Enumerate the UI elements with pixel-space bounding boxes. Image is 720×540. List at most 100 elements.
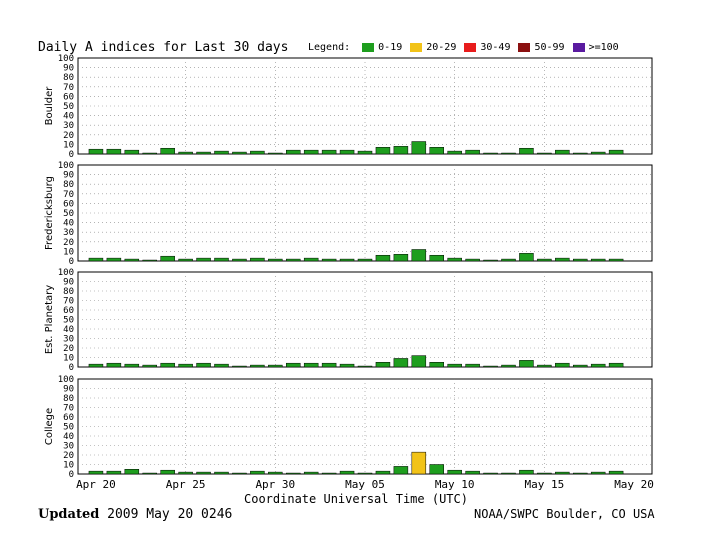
bar-may-04 [339,363,355,368]
bar-may-09 [429,147,444,155]
bar-may-08 [411,355,427,368]
bar-may-02 [303,471,319,475]
bar-may-11 [465,258,480,262]
legend-item-30-49: 30-49 [464,42,510,53]
y-tick-label: 50 [63,209,74,219]
legend: Legend: 0-19 20-29 30-49 50-99 >=100 [308,42,627,53]
bar-may-17 [573,472,588,475]
bar-apr-27 [214,150,229,155]
legend-item-label: 30-49 [480,42,511,53]
bar-apr-22 [124,258,140,262]
bar-may-01 [286,362,301,368]
bar-may-14 [519,469,534,475]
y-tick-label: 30 [63,335,74,345]
y-tick-label: 10 [63,247,74,257]
bar-may-16 [555,257,570,262]
bar-may-03 [321,149,337,155]
bar-may-10 [447,257,462,262]
bar-may-07 [393,358,409,368]
bar-may-11 [465,363,480,368]
y-tick-label: 80 [63,287,74,297]
bar-may-13 [501,258,516,262]
y-tick-label: 0 [69,363,74,373]
bar-may-01 [286,149,301,155]
bar-may-08 [411,249,427,262]
bar-may-18 [590,363,606,368]
data-source: NOAA/SWPC Boulder, CO USA [474,507,655,521]
updated-timestamp: Updated 2009 May 20 0246 [38,507,232,522]
legend-item-label: 50-99 [534,42,565,53]
bar-may-15 [537,364,552,368]
y-tick-label: 60 [63,413,74,423]
y-tick-label: 70 [63,190,74,200]
bar-apr-29 [250,150,265,155]
y-tick-label: 0 [69,470,74,480]
bar-may-12 [483,259,498,262]
bar-may-16 [555,471,570,475]
bar-may-10 [447,469,462,475]
bar-apr-30 [268,258,283,262]
bar-may-08 [411,141,427,155]
bar-may-09 [429,362,444,368]
legend-swatch-yellow [410,43,423,52]
y-tick-label: 100 [58,161,74,171]
legend-item-label: 0-19 [378,42,403,53]
bar-apr-29 [250,470,265,475]
bar-may-01 [286,258,301,262]
x-axis-title: Coordinate Universal Time (UTC) [244,492,468,506]
bar-apr-21 [106,257,122,262]
legend-item-label: >=100 [588,42,619,53]
bar-may-06 [375,470,391,475]
bar-may-04 [339,470,355,475]
bar-apr-23 [142,259,157,262]
y-tick-label: 10 [63,461,74,471]
bar-may-12 [483,365,498,368]
bar-apr-27 [214,471,229,475]
updated-label: Updated [38,507,100,522]
y-tick-label: 50 [63,316,74,326]
bar-may-03 [321,472,337,475]
y-tick-label: 20 [63,238,74,248]
bar-may-06 [375,254,391,262]
bar-apr-23 [142,472,157,475]
bar-may-12 [483,472,498,475]
bar-may-17 [573,152,588,155]
x-tick-label: May 10 [435,478,475,491]
y-tick-label: 30 [63,442,74,452]
bar-may-02 [303,257,319,262]
y-tick-label: 50 [63,102,74,112]
panel-station-label: College [44,408,55,445]
panel-station-label: Est. Planetary [44,285,55,354]
bar-may-09 [429,464,444,475]
bar-may-04 [339,258,355,262]
y-tick-label: 90 [63,64,74,74]
bar-may-17 [573,364,588,368]
bar-apr-27 [214,257,229,262]
updated-value: 2009 May 20 0246 [107,507,233,522]
y-tick-label: 100 [58,54,74,64]
bar-may-13 [501,364,516,368]
legend-item-50-99: 50-99 [518,42,565,53]
bar-may-08 [411,451,427,475]
y-tick-label: 40 [63,325,74,335]
bar-apr-23 [142,152,157,155]
bar-apr-28 [232,365,247,368]
bar-apr-30 [268,471,283,475]
x-tick-label: May 05 [345,478,385,491]
y-tick-label: 0 [69,150,74,160]
y-tick-label: 60 [63,92,74,102]
bar-may-15 [537,152,552,155]
bar-may-09 [429,254,444,262]
x-tick-label: May 20 [614,478,654,491]
bar-may-19 [608,470,624,475]
bar-may-11 [465,470,480,475]
bar-apr-20 [88,363,104,368]
bar-apr-23 [142,364,157,368]
bar-may-05 [357,258,373,262]
bar-apr-29 [250,364,265,368]
bar-may-06 [375,362,391,368]
bar-may-07 [393,254,409,262]
y-tick-label: 70 [63,404,74,414]
y-tick-label: 40 [63,432,74,442]
